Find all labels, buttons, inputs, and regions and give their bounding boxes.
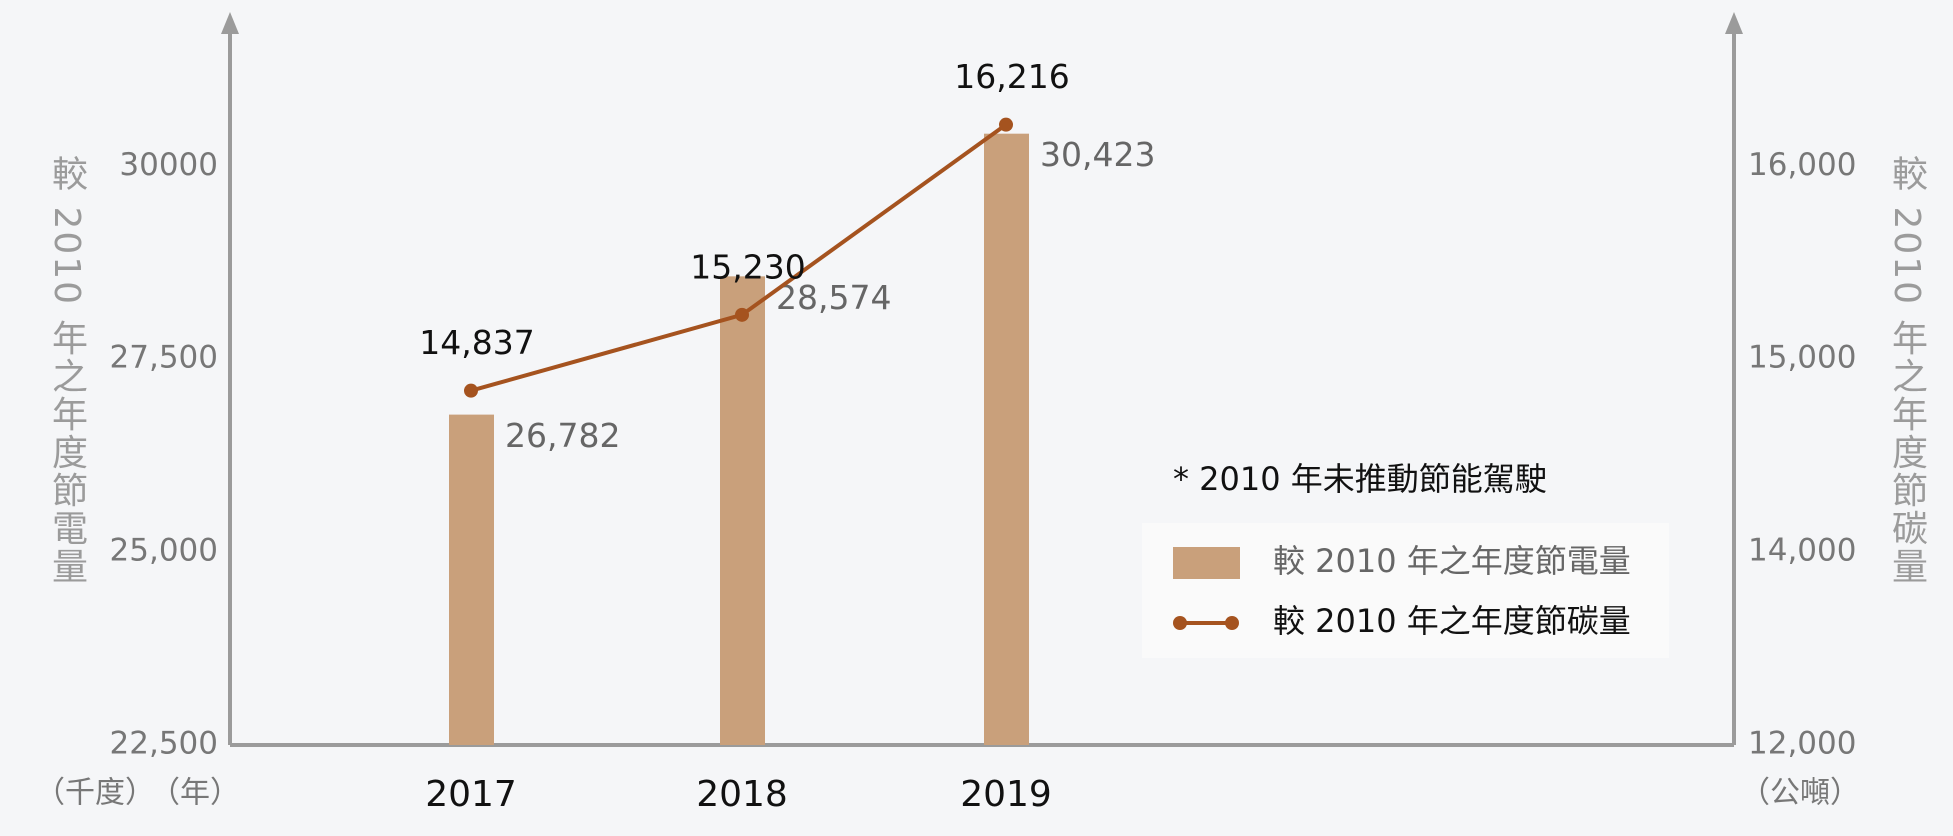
line-marker [999,117,1013,132]
y-axis-title: 較 2010 年之年度節電量 [46,155,87,586]
legend-box [1142,523,1669,658]
line-value-label: 16,216 [954,57,1069,96]
bar [984,133,1029,746]
y-unit: （千度） [35,776,155,811]
line-value-label: 15,230 [690,247,805,286]
line-marker [464,383,478,398]
x-tick-label: 2017 [425,774,517,815]
y2-axis-title: 較 2010 年之年度節碳量 [1886,155,1927,586]
bar-value-label: 28,574 [776,278,891,317]
x-tick-label: 2018 [696,774,788,815]
x-tick-label: 2019 [960,774,1052,815]
y2-unit: （公噸） [1740,776,1860,811]
y-tick-label: 22,500 [110,726,218,762]
y-tick-label: 25,000 [110,533,218,569]
y2-tick-label: 12,000 [1748,726,1856,762]
y-tick-label: 27,500 [110,340,218,376]
legend-swatch [1173,547,1240,579]
bar-value-label: 26,782 [505,416,620,455]
bar [449,414,494,745]
line-value-label: 14,837 [419,323,534,362]
legend-label: 較 2010 年之年度節碳量 [1273,602,1631,640]
y2-axis-arrow [1725,12,1743,34]
y-axis-arrow [221,12,239,34]
note: * 2010 年未推動節能駕駛 [1173,460,1547,498]
legend-marker [1225,616,1239,630]
y2-tick-label: 16,000 [1748,147,1856,183]
bar-value-label: 30,423 [1040,135,1155,174]
legend-marker [1173,616,1187,630]
legend-label: 較 2010 年之年度節電量 [1273,542,1631,580]
line-marker [735,307,749,322]
y2-tick-label: 15,000 [1748,340,1856,376]
x-unit: （年） [150,776,240,811]
y-tick-label: 30000 [119,147,218,183]
y2-tick-label: 14,000 [1748,533,1856,569]
bar [720,276,765,745]
